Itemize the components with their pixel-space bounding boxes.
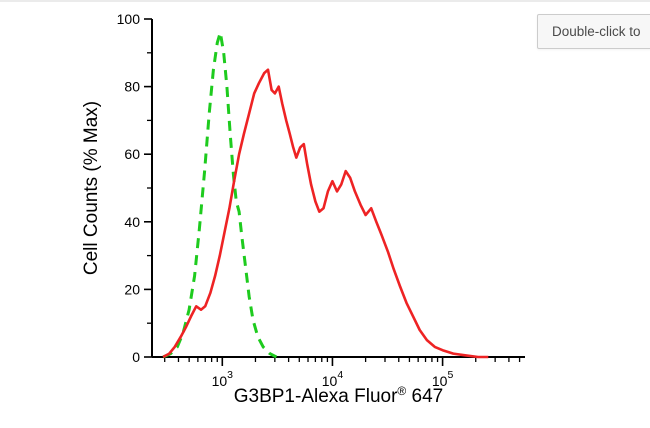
x-axis-label: G3BP1-Alexa Fluor® 647 [234, 384, 444, 407]
tooltip-label: Double-click to [552, 24, 641, 39]
svg-text:20: 20 [124, 281, 140, 297]
svg-text:103: 103 [212, 369, 234, 389]
tooltip[interactable]: Double-click to [537, 14, 650, 49]
svg-text:100: 100 [117, 11, 141, 27]
svg-text:0: 0 [132, 349, 140, 365]
svg-text:80: 80 [124, 79, 140, 95]
svg-text:105: 105 [432, 369, 454, 389]
svg-text:104: 104 [322, 369, 344, 389]
svg-text:40: 40 [124, 214, 140, 230]
svg-text:60: 60 [124, 146, 140, 162]
y-axis-label: Cell Counts (% Max) [81, 101, 102, 275]
